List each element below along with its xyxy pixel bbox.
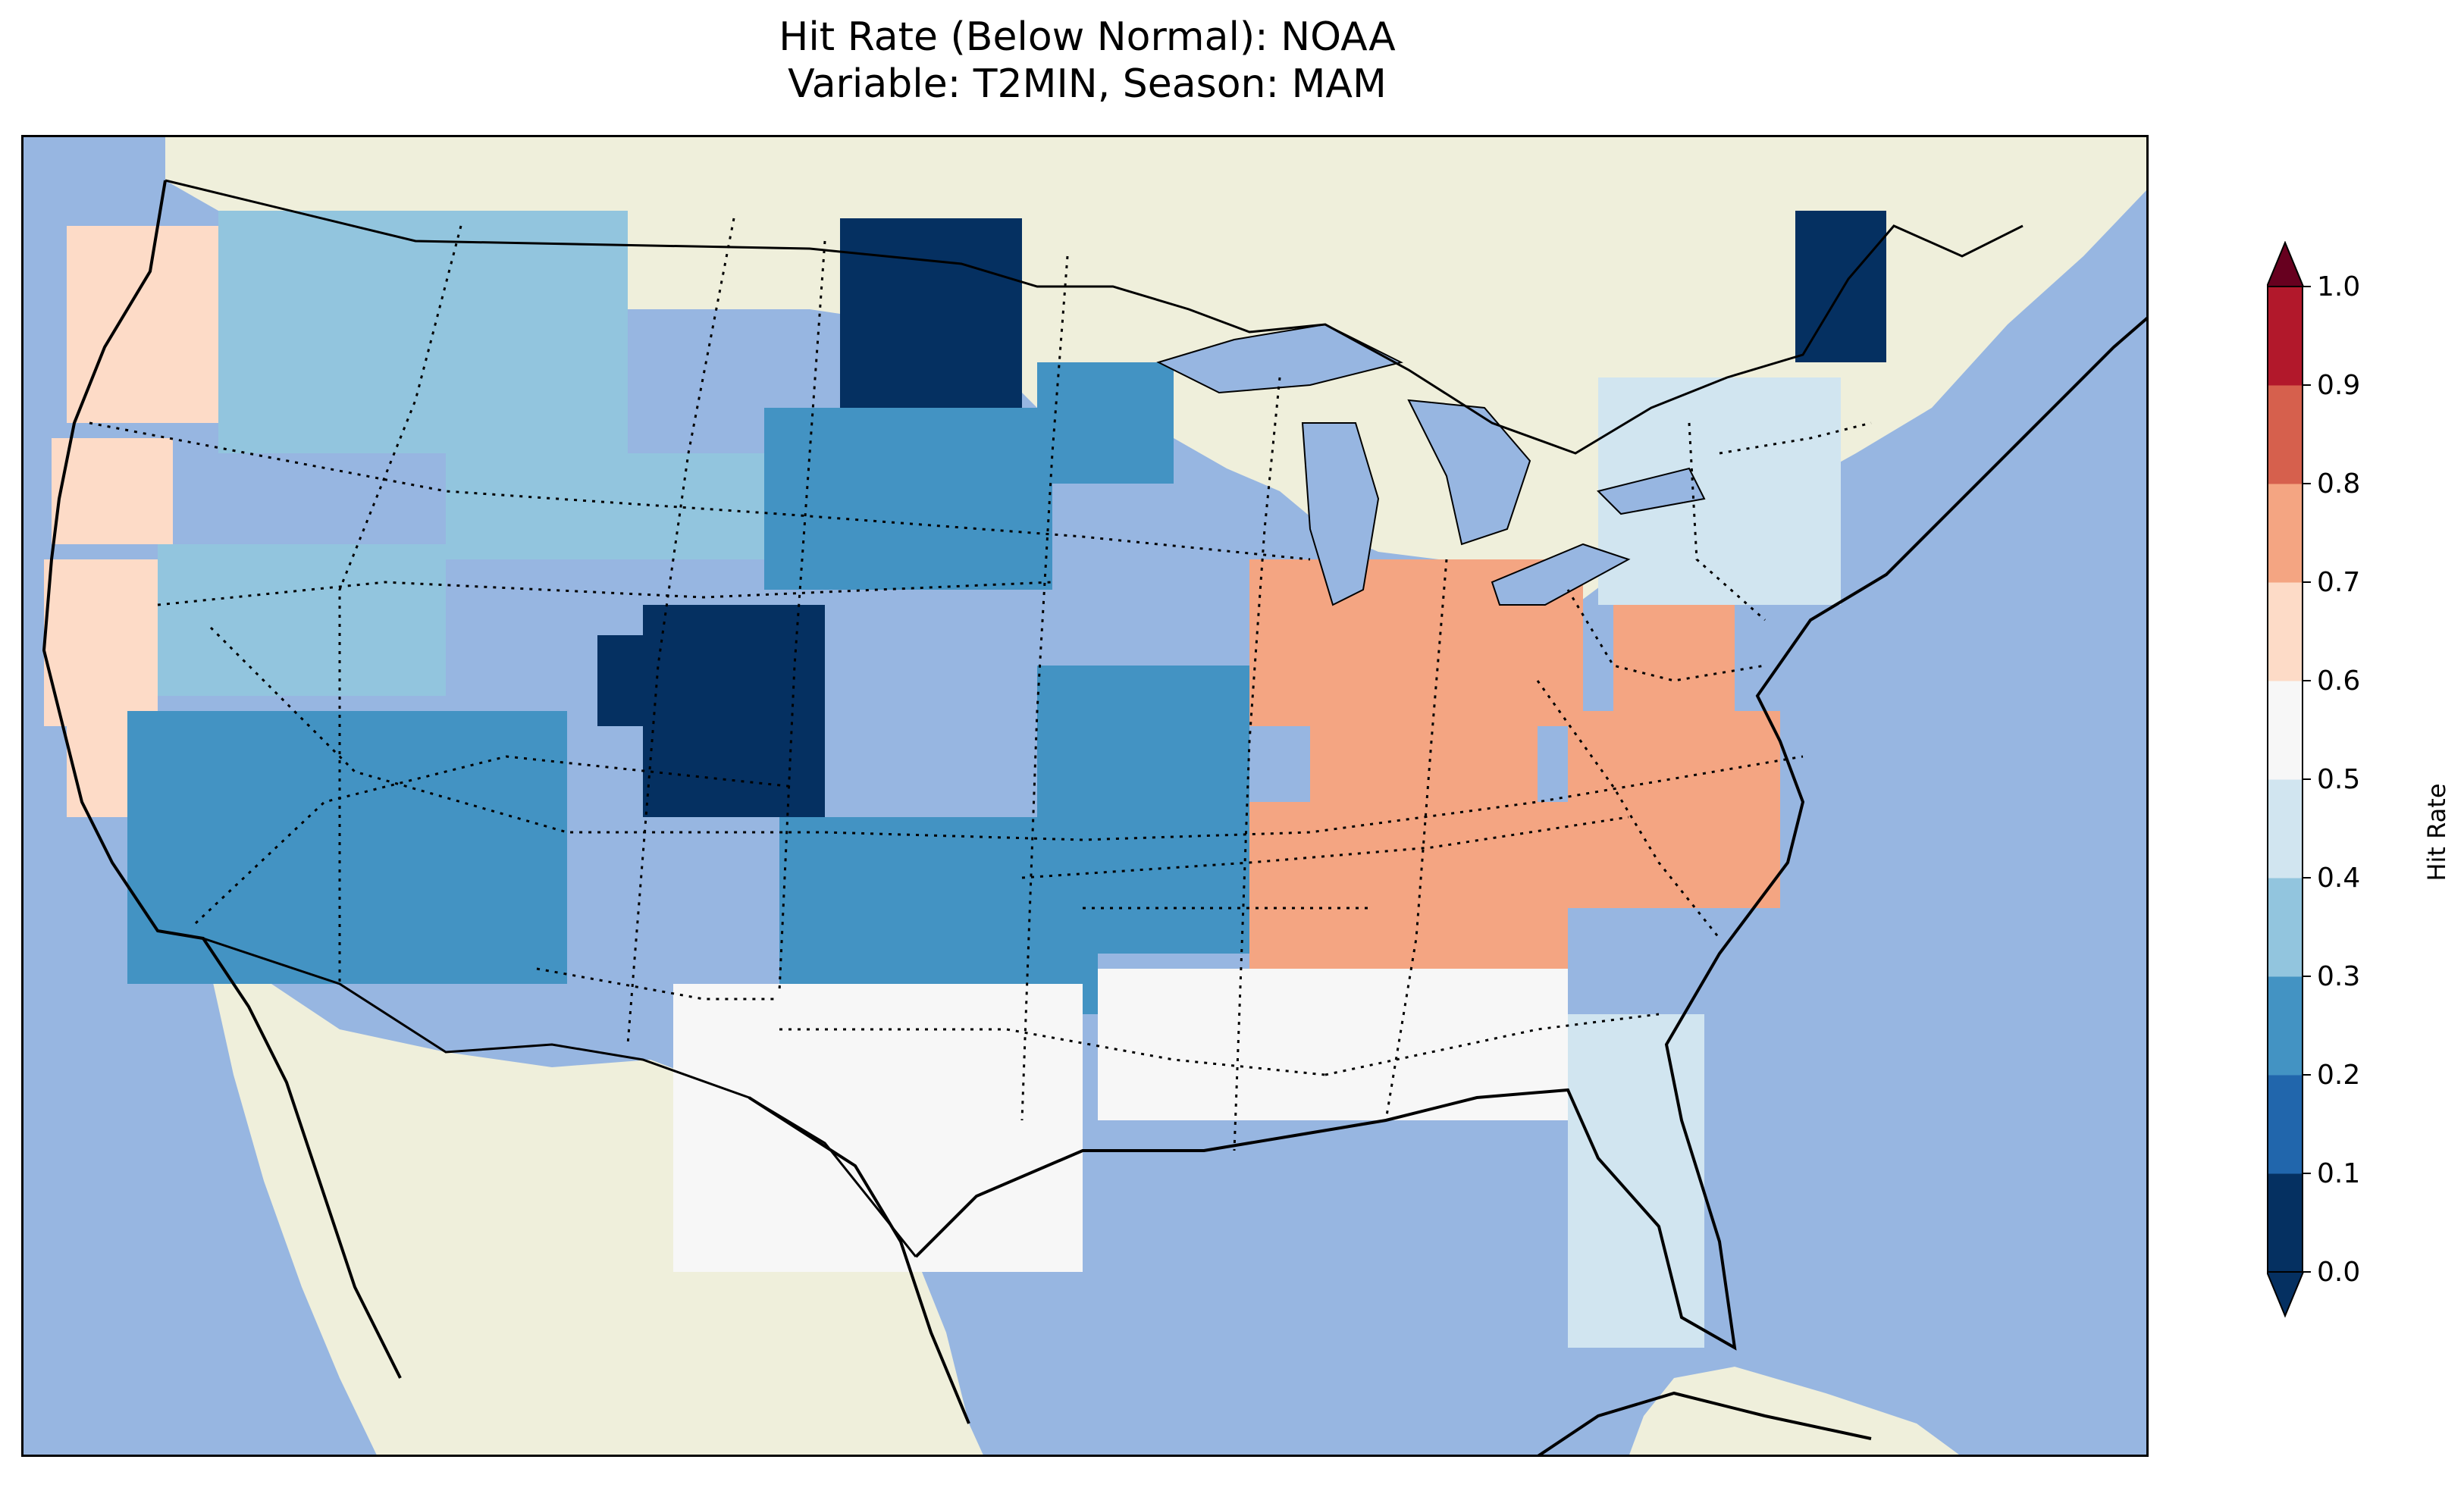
region-northern-maine bbox=[1795, 211, 1886, 362]
conus-map bbox=[21, 135, 2149, 1457]
map-title: Hit Rate (Below Normal): NOAA Variable: … bbox=[0, 14, 2174, 108]
great-lakes bbox=[1156, 323, 1706, 606]
colorbar-tick-label: 0.9 bbox=[2317, 370, 2360, 401]
colorbar-segment bbox=[2267, 1075, 2303, 1174]
colorbar-segment bbox=[2267, 484, 2303, 583]
colorbar-outline bbox=[2267, 286, 2303, 1273]
colorbar-segment bbox=[2267, 1173, 2303, 1273]
colorbar-segment bbox=[2267, 582, 2303, 681]
region-south-dakota bbox=[764, 408, 1052, 590]
lake-ontario bbox=[1597, 467, 1706, 515]
colorbar-tick-label: 0.4 bbox=[2317, 863, 2360, 894]
lake-erie bbox=[1491, 543, 1631, 606]
cuba-land bbox=[1629, 1367, 1962, 1457]
coastline bbox=[42, 180, 2149, 1457]
colorbar-tick-label: 1.0 bbox=[2317, 271, 2360, 302]
colorbar-tick-label: 0.8 bbox=[2317, 468, 2360, 500]
colorbar-segment bbox=[2267, 779, 2303, 879]
region-south-dakota bbox=[1037, 362, 1174, 484]
colorbar-tick-label: 0.2 bbox=[2317, 1060, 2360, 1091]
region-colorado-southeast bbox=[597, 635, 704, 726]
colorbar-segments bbox=[2267, 287, 2303, 1273]
colorbar-tick-label: 0.0 bbox=[2317, 1257, 2360, 1288]
region-tennessee-valley bbox=[1249, 802, 1568, 969]
colorbar-tick-label: 0.6 bbox=[2317, 666, 2360, 697]
colorbar-tick-label: 0.3 bbox=[2317, 961, 2360, 992]
region-northern-rockies bbox=[158, 544, 446, 696]
mexico-land bbox=[203, 938, 984, 1457]
title-line-1: Hit Rate (Below Normal): NOAA bbox=[779, 14, 1396, 60]
colorbar-tick-label: 0.7 bbox=[2317, 567, 2360, 598]
us-canada-border bbox=[165, 179, 2024, 455]
colorbar-segment bbox=[2267, 287, 2303, 386]
colorbar-segment bbox=[2267, 976, 2303, 1076]
lake-superior bbox=[1156, 323, 1403, 394]
colorbar-tick-label: 0.1 bbox=[2317, 1158, 2360, 1189]
region-gulf-coast bbox=[1098, 969, 1568, 1120]
map-panel bbox=[21, 135, 2149, 1457]
region-northern-rockies bbox=[218, 211, 628, 453]
region-southern-plains bbox=[1037, 666, 1249, 954]
colorbar-segment bbox=[2267, 681, 2303, 780]
lake-huron bbox=[1407, 399, 1531, 546]
region-north-dakota bbox=[840, 218, 1022, 408]
region-pacific-northwest-coast bbox=[67, 226, 218, 423]
colorbar-ticks: 0.0 0.1 0.2 0.3 0.4 0.5 0.6 0.7 0.8 0.9 1.0 bbox=[2303, 271, 2360, 1288]
map-border bbox=[21, 135, 2149, 1457]
colorbar-tick-label: 0.5 bbox=[2317, 764, 2360, 795]
colorbar-over-arrow bbox=[2267, 241, 2305, 287]
region-california-central-coast bbox=[67, 726, 135, 817]
region-pacific-northwest-coast bbox=[52, 438, 173, 544]
state-borders bbox=[89, 218, 1872, 1151]
region-california-central-coast bbox=[44, 559, 158, 726]
colorbar-under-arrow bbox=[2267, 1271, 2305, 1318]
region-southwest bbox=[340, 802, 567, 923]
region-carolinas bbox=[1613, 590, 1735, 726]
region-carolinas bbox=[1568, 711, 1780, 908]
colorbar: 0.0 0.1 0.2 0.3 0.4 0.5 0.6 0.7 0.8 0.9 1.0 Hit Ra… bbox=[2267, 241, 2451, 1318]
region-northern-rockies bbox=[446, 453, 779, 559]
region-texas bbox=[673, 984, 1083, 1272]
lake-michigan bbox=[1301, 422, 1380, 606]
colorbar-segment bbox=[2267, 385, 2303, 484]
region-florida bbox=[1568, 1014, 1704, 1348]
title-line-2: Variable: T2MIN, Season: MAM bbox=[788, 61, 1387, 107]
us-mexico-border bbox=[202, 937, 917, 1258]
colorbar-label: Hit Rate bbox=[2422, 783, 2451, 881]
region-ohio-valley bbox=[1310, 711, 1538, 802]
colorbar-segment bbox=[2267, 878, 2303, 977]
